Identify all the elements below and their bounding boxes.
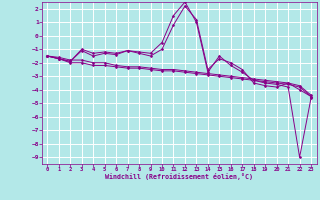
X-axis label: Windchill (Refroidissement éolien,°C): Windchill (Refroidissement éolien,°C) (105, 173, 253, 180)
